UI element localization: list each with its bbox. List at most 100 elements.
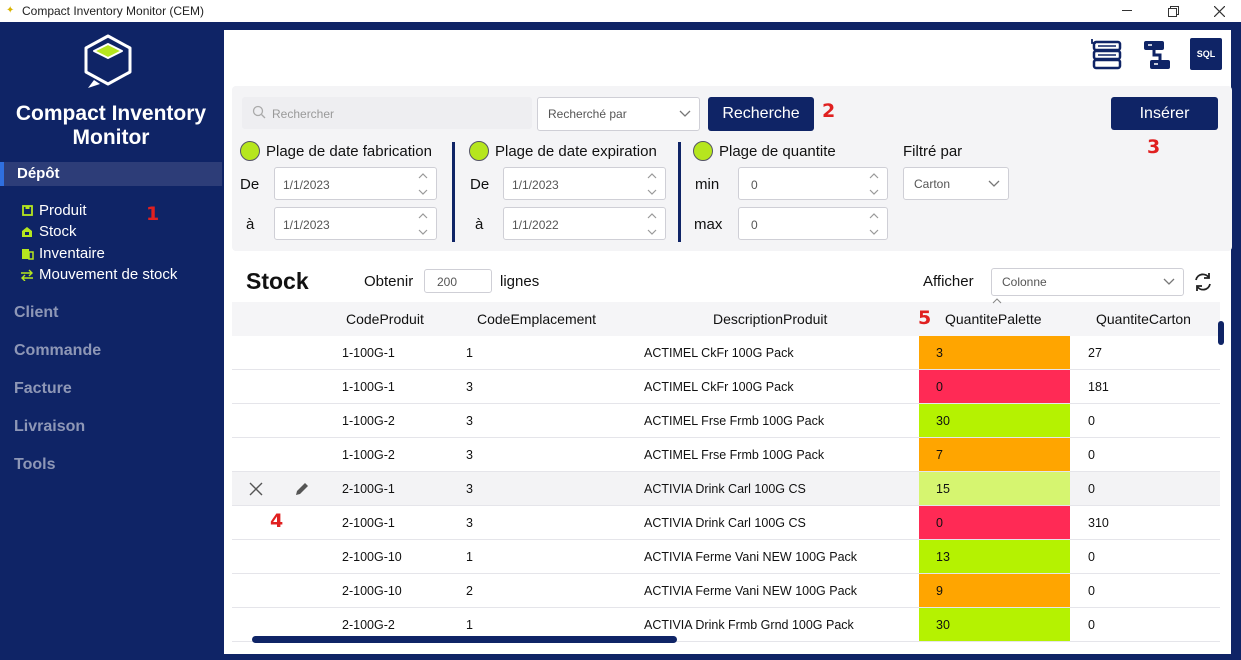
quantity-max-label: max <box>694 216 723 233</box>
cell-codeproduit: 1-100G-1 <box>342 380 395 394</box>
show-label: Afficher <box>923 273 974 290</box>
column-header-quantitecarton[interactable]: QuantiteCarton <box>1096 311 1191 327</box>
horizontal-scrollbar[interactable] <box>252 636 677 643</box>
chevron-up-icon[interactable] <box>418 213 428 219</box>
chevron-down-icon[interactable] <box>869 189 879 195</box>
column-header-codeproduit[interactable]: CodeProduit <box>346 311 424 327</box>
cell-quantitepalette: 0 <box>919 506 1070 539</box>
filter-by-select[interactable]: Carton <box>903 167 1009 200</box>
expiration-to-label: à <box>475 216 484 233</box>
minimize-button[interactable] <box>1104 0 1150 22</box>
cell-codeemplacement: 1 <box>466 550 473 564</box>
table-row[interactable]: 1-100G-1 3 ACTIMEL CkFr 100G Pack 0 181 <box>232 370 1220 404</box>
quantity-min-field[interactable]: 0 <box>738 167 888 200</box>
search-input[interactable]: Rechercher <box>242 97 532 129</box>
sidebar-item-inventaire[interactable]: Inventaire <box>20 245 105 262</box>
cell-quantitepalette-value: 30 <box>936 618 950 632</box>
table-row[interactable]: 1-100G-2 3 ACTIMEL Frse Frmb 100G Pack 30 0 <box>232 404 1220 438</box>
table-row[interactable]: 2-100G-10 1 ACTIVIA Ferme Vani NEW 100G Pa… <box>232 540 1220 574</box>
column-placeholder: Colonne <box>1002 275 1047 289</box>
cell-quantitecarton: 0 <box>1088 448 1095 462</box>
expiration-label: Plage de date expiration <box>495 143 657 160</box>
restore-button[interactable] <box>1150 0 1196 22</box>
expiration-from-field[interactable]: 1/1/2023 <box>503 167 666 200</box>
quantity-radio[interactable] <box>693 141 713 161</box>
search-button[interactable]: Recherche <box>708 97 814 131</box>
delete-icon[interactable] <box>248 481 264 497</box>
column-header-quantitepalette[interactable]: QuantitePalette <box>945 311 1042 327</box>
chevron-down-icon <box>988 180 1000 187</box>
chevron-down-icon[interactable] <box>647 189 657 195</box>
separator <box>678 142 681 242</box>
quantity-max-field[interactable]: 0 <box>738 207 888 240</box>
chevron-down-icon[interactable] <box>418 229 428 235</box>
table-row[interactable]: 2-100G-1 3 ACTIVIA Drink Carl 100G CS 15 0 <box>232 472 1220 506</box>
cell-quantitepalette: 3 <box>919 336 1070 369</box>
close-button[interactable] <box>1196 0 1241 22</box>
cell-quantitepalette-value: 7 <box>936 448 943 462</box>
cell-codeproduit: 1-100G-2 <box>342 414 395 428</box>
database-transfer-icon[interactable] <box>1140 38 1174 72</box>
chevron-down-icon[interactable] <box>418 189 428 195</box>
cell-quantitepalette: 9 <box>919 574 1070 607</box>
cell-codeemplacement: 2 <box>466 584 473 598</box>
sidebar-item-depot-label: Dépôt <box>17 165 60 182</box>
sort-ascending-icon <box>992 298 1002 304</box>
chevron-up-icon[interactable] <box>647 213 657 219</box>
cell-codeemplacement: 3 <box>466 414 473 428</box>
sidebar-item-commande[interactable]: Commande <box>14 342 102 359</box>
sidebar-item-produit[interactable]: Produit <box>20 202 87 219</box>
edit-pencil-icon[interactable] <box>294 481 310 497</box>
chevron-up-icon[interactable] <box>418 173 428 179</box>
insert-button[interactable]: Insérer <box>1111 97 1218 130</box>
table-row[interactable]: 2-100G-2 1 ACTIVIA Drink Frmb Grnd 100G Pa… <box>232 608 1220 642</box>
sidebar-item-stock[interactable]: Stock <box>20 223 77 240</box>
chevron-up-icon[interactable] <box>869 213 879 219</box>
search-by-select[interactable]: Recherché par <box>537 97 700 131</box>
sidebar-item-livraison[interactable]: Livraison <box>14 418 86 435</box>
fabrication-radio[interactable] <box>240 141 260 161</box>
chevron-up-icon[interactable] <box>647 173 657 179</box>
sidebar-item-depot[interactable]: Dépôt <box>0 162 222 186</box>
column-select[interactable]: Colonne <box>991 268 1184 296</box>
fabrication-from-field[interactable]: 1/1/2023 <box>274 167 437 200</box>
app-sparkle-icon: ✦ <box>6 5 15 16</box>
quantity-max-value: 0 <box>751 218 758 232</box>
sidebar-item-client[interactable]: Client <box>14 304 59 321</box>
column-header-codeemplacement[interactable]: CodeEmplacement <box>477 311 597 327</box>
fabrication-from-label: De <box>240 176 260 193</box>
sidebar-item-mouvement[interactable]: Mouvement de stock <box>20 266 177 283</box>
sidebar-item-facture[interactable]: Facture <box>14 380 72 397</box>
chevron-down-icon[interactable] <box>647 229 657 235</box>
cell-codeemplacement: 3 <box>466 448 473 462</box>
chevron-up-icon[interactable] <box>869 173 879 179</box>
vertical-scrollbar[interactable] <box>1218 321 1224 345</box>
chevron-down-icon[interactable] <box>869 229 879 235</box>
minimize-icon <box>1122 10 1132 11</box>
column-header-descriptionproduit[interactable]: DescriptionProduit <box>713 311 828 327</box>
table-header: CodeProduit CodeEmplacement DescriptionP… <box>232 298 1220 336</box>
inventory-icon <box>20 247 34 261</box>
table-row[interactable]: 2-100G-10 2 ACTIVIA Ferme Vani NEW 100G Pa… <box>232 574 1220 608</box>
sidebar-item-tools[interactable]: Tools <box>14 456 56 473</box>
cell-quantitecarton: 27 <box>1088 346 1102 360</box>
table-row[interactable]: 1-100G-1 1 ACTIMEL CkFr 100G Pack 3 27 <box>232 336 1220 370</box>
obtain-label: Obtenir <box>364 273 414 290</box>
quantity-label: Plage de quantite <box>719 143 836 160</box>
expiration-radio[interactable] <box>469 141 489 161</box>
cell-codeemplacement: 1 <box>466 618 473 632</box>
cell-codeproduit: 2-100G-10 <box>342 550 402 564</box>
sql-button[interactable]: SQL <box>1190 38 1222 70</box>
chevron-down-icon <box>1163 278 1175 285</box>
refresh-icon[interactable] <box>1192 271 1214 293</box>
table-row[interactable]: 2-100G-1 3 ACTIVIA Drink Carl 100G CS 0 310 <box>232 506 1220 540</box>
expiration-to-field[interactable]: 1/1/2022 <box>503 207 666 240</box>
import-export-icon[interactable] <box>1090 38 1124 72</box>
row-count-input[interactable]: 200 <box>424 269 492 293</box>
fabrication-to-field[interactable]: 1/1/2023 <box>274 207 437 240</box>
cell-codeproduit: 1-100G-2 <box>342 448 395 462</box>
table-row[interactable]: 1-100G-2 3 ACTIMEL Frse Frmb 100G Pack 7 0 <box>232 438 1220 472</box>
fabrication-to-value: 1/1/2023 <box>283 218 330 232</box>
cell-quantitepalette: 7 <box>919 438 1070 471</box>
cell-quantitepalette: 30 <box>919 404 1070 437</box>
